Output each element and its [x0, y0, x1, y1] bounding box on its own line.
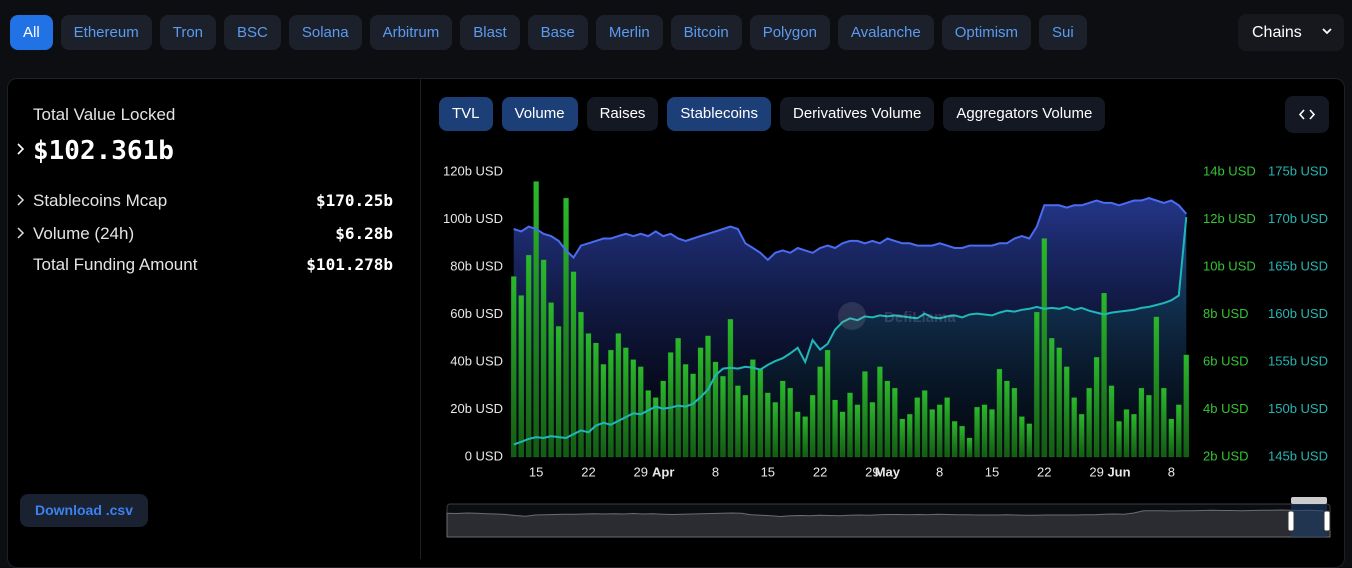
summary-row[interactable]: Volume (24h) $6.28b — [17, 224, 393, 244]
chart-tab[interactable]: Volume — [501, 97, 578, 131]
chain-tab[interactable]: Tron — [159, 15, 217, 50]
row-value: $6.28b — [335, 224, 393, 243]
row-value: $170.25b — [315, 191, 393, 210]
summary-value: $102.361b — [33, 136, 174, 166]
row-value: $101.278b — [306, 255, 393, 274]
chart-tab[interactable]: Aggregators Volume — [943, 97, 1106, 131]
summary-row: Total Funding Amount $101.278b — [33, 255, 393, 275]
row-label: Volume (24h) — [33, 224, 135, 243]
chain-tab[interactable]: Blast — [460, 15, 520, 50]
chain-tab[interactable]: Optimism — [941, 15, 1032, 50]
chevron — [17, 194, 25, 206]
chart-tab[interactable]: Raises — [586, 97, 659, 131]
chain-tab[interactable]: Bitcoin — [670, 15, 742, 50]
summary-row[interactable]: Stablecoins Mcap $170.25b — [17, 191, 393, 211]
summary-title: Total Value Locked — [33, 105, 176, 124]
chain-tabs: All Ethereum Tron BSC Solana Arbitrum Blast Bas… — [10, 15, 1087, 50]
chevron — [17, 143, 25, 155]
chains-dropdown[interactable]: Chains — [1238, 14, 1344, 51]
row-label: Stablecoins Mcap — [33, 191, 168, 210]
download-button[interactable]: Download .csv — [20, 494, 148, 527]
chain-tab[interactable]: Sui — [1039, 15, 1087, 50]
chain-tab[interactable]: Ethereum — [60, 15, 152, 50]
chain-tab[interactable]: Avalanche — [837, 15, 934, 50]
main-panel — [7, 78, 1345, 568]
chevron — [17, 227, 25, 239]
embed-button[interactable] — [1285, 96, 1329, 133]
chart-tab[interactable]: TVL — [439, 97, 493, 131]
code-icon — [1298, 109, 1316, 120]
chevron-down — [1322, 28, 1332, 35]
chain-tab[interactable]: Arbitrum — [369, 15, 453, 50]
chart-tabs: TVL Volume Raises Stablecoins Derivatives Vo… — [439, 97, 1106, 131]
chain-tab[interactable]: Solana — [288, 15, 362, 50]
divider — [420, 78, 421, 559]
chain-tab[interactable]: All — [10, 15, 53, 50]
chain-tab[interactable]: BSC — [224, 15, 281, 50]
chart-tab[interactable]: Derivatives Volume — [779, 97, 935, 131]
chain-tab[interactable]: Merlin — [595, 15, 663, 50]
chain-tab[interactable]: Base — [527, 15, 588, 50]
row-label: Total Funding Amount — [33, 255, 198, 274]
dropdown-label: Chains — [1252, 24, 1302, 41]
chart-tab[interactable]: Stablecoins — [667, 97, 771, 131]
chain-tab[interactable]: Polygon — [749, 15, 830, 50]
